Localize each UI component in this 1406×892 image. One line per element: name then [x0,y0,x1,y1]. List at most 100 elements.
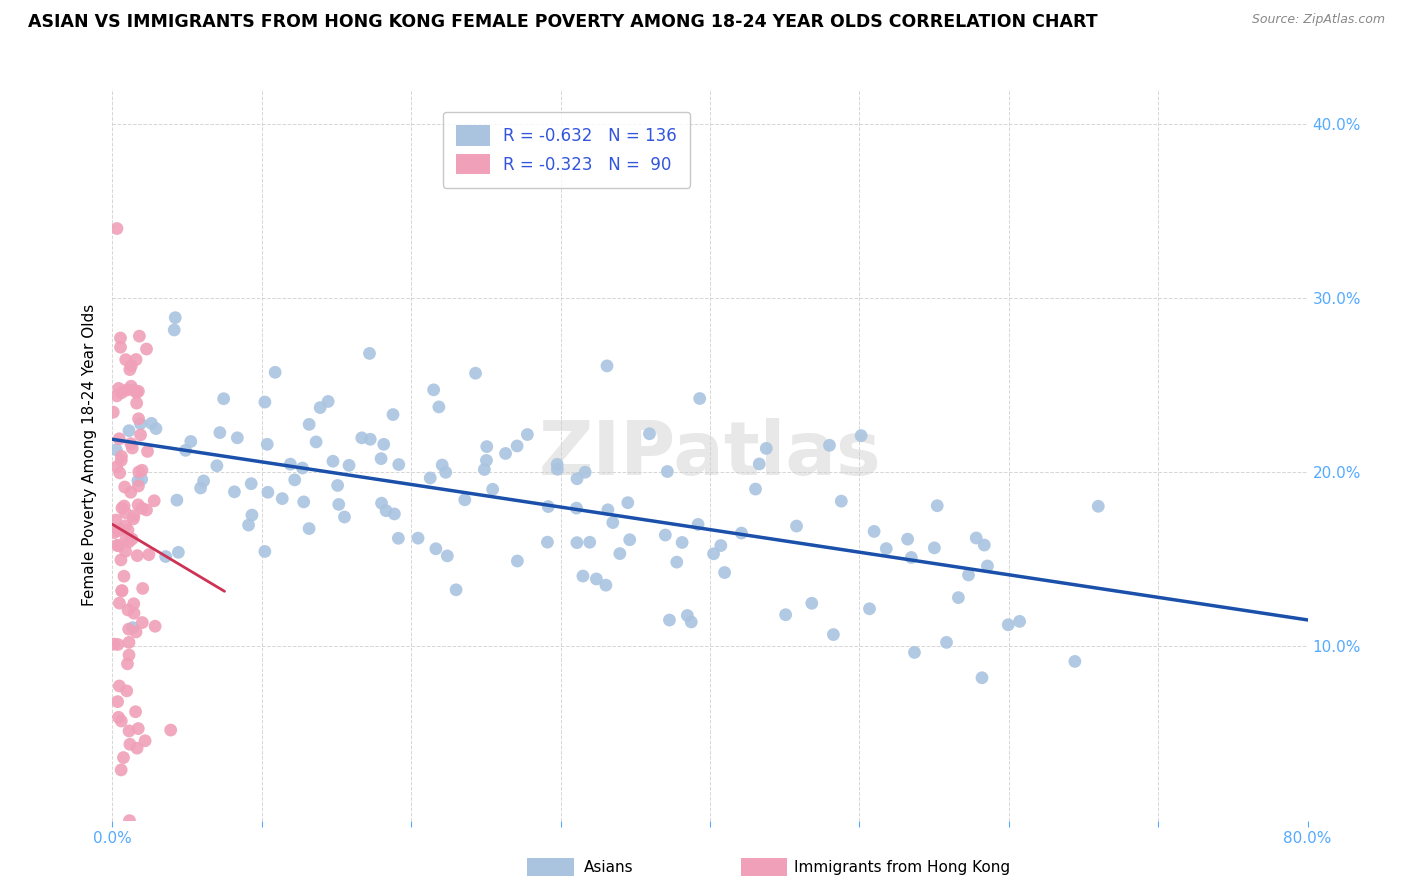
Point [744,482,766,496]
Point [373,437,395,451]
Point [359,432,381,446]
Point [117,657,139,671]
Point [388,458,411,472]
Point [900,550,922,565]
Point [127,479,149,493]
Point [546,458,568,472]
Point [970,671,993,685]
Point [382,408,405,422]
Point [536,535,558,549]
Point [425,541,447,556]
Point [163,323,186,337]
Point [284,473,307,487]
Point [107,695,129,709]
Point [253,395,276,409]
Point [472,462,495,476]
Point [141,417,163,431]
Point [122,597,145,611]
Point [127,498,149,512]
Point [350,431,373,445]
Point [122,606,145,620]
Point [924,541,946,555]
Point [131,582,153,596]
Point [125,396,148,410]
Point [166,493,188,508]
Point [114,506,136,520]
Point [131,472,153,486]
Point [786,519,808,533]
Point [748,457,770,471]
Point [127,722,149,736]
Point [481,483,503,497]
Point [775,607,797,622]
Point [657,465,679,479]
Point [818,438,841,452]
Point [298,522,321,536]
Point [115,533,138,547]
Point [406,531,429,545]
Point [138,548,160,562]
Point [257,485,280,500]
Point [681,615,703,629]
Point [973,538,995,552]
Point [128,465,150,479]
Point [121,532,143,546]
Text: Immigrants from Hong Kong: Immigrants from Hong Kong [794,860,1011,874]
Point [328,497,350,511]
Point [602,516,624,530]
Point [1008,615,1031,629]
Point [1087,500,1109,514]
Point [454,492,477,507]
Point [572,569,595,583]
Point [359,346,381,360]
Point [370,496,392,510]
Point [120,359,142,373]
Point [112,569,135,583]
Point [122,383,145,397]
Point [129,428,152,442]
Point [125,624,148,639]
Y-axis label: Female Poverty Among 18-24 Year Olds: Female Poverty Among 18-24 Year Olds [82,304,97,606]
Point [111,501,134,516]
Point [111,583,134,598]
Text: Asians: Asians [583,860,633,874]
Point [118,814,141,828]
Point [638,426,661,441]
Point [495,446,517,460]
Point [127,474,149,488]
Point [108,679,131,693]
Point [125,741,148,756]
Point [122,512,145,526]
Point [165,310,187,325]
Point [654,528,676,542]
Point [475,453,498,467]
Point [110,340,132,354]
Point [114,518,136,533]
Point [131,615,153,630]
Point [103,637,125,651]
Point [292,495,315,509]
Point [136,444,159,458]
Point [875,541,897,556]
Point [271,491,294,506]
Point [619,533,641,547]
Point [118,648,141,662]
Point [436,549,458,563]
Point [565,535,588,549]
Point [689,392,711,406]
Point [110,453,132,467]
Point [105,221,128,235]
Point [224,484,246,499]
Point [107,638,129,652]
Point [574,465,596,479]
Point [965,531,987,545]
Point [298,417,321,432]
Point [830,494,852,508]
Point [205,458,228,473]
Point [849,428,872,442]
Point [134,733,156,747]
Point [112,499,135,513]
Point [121,621,143,635]
Point [1063,655,1085,669]
Point [710,539,733,553]
